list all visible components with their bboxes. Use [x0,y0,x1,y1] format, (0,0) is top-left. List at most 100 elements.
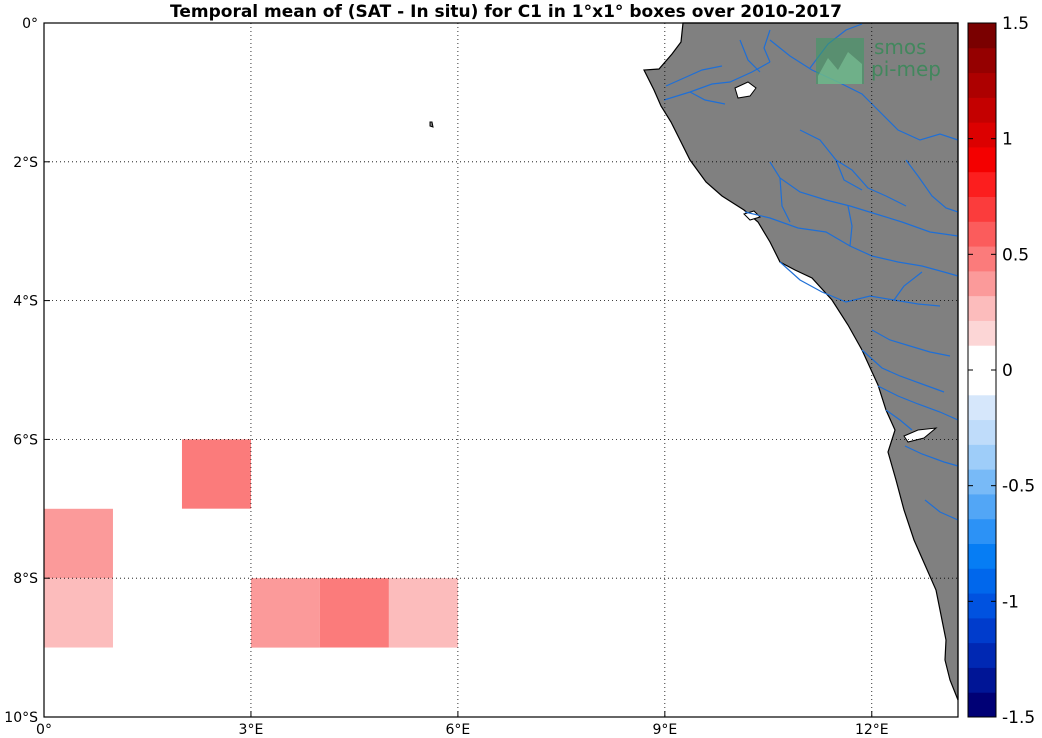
river-line [877,385,959,421]
river-line [861,349,945,393]
axis-ticks: 0° 3°E 6°E 9°E 12°E 0° 2°S 4°S 6°S 8°S 10°S [4,16,888,738]
anomaly-cell [319,578,389,648]
anomaly-cell [44,578,113,648]
y-tick-label: 4°S [13,294,38,310]
x-tick-label: 9°E [652,722,677,738]
river-line [779,177,791,223]
river-line [871,329,951,357]
colorbar-swatch [968,493,996,520]
colorbar-tick-label: -0.5 [1002,477,1035,497]
colorbar-tick-label: -1.5 [1002,708,1035,728]
colorbar-tick-label: -1 [1002,592,1019,612]
map-frame [43,22,959,718]
inlet-patch [903,427,938,443]
logo-wave [818,52,862,84]
x-tick-label: 3°E [239,722,264,738]
colorbar-swatch [968,419,996,445]
x-tick-label: 12°E [855,722,889,738]
colorbar-swatch [968,370,996,396]
colorbar-swatch [968,23,996,49]
colorbar-swatch [968,444,996,470]
anomaly-cell [44,508,113,579]
river-line [885,409,913,431]
colorbar-swatch [968,345,996,371]
anomaly-cell [250,578,320,648]
colorbar-ticks: 1.5 1 0.5 0 -0.5 -1 -1.5 [968,14,1035,728]
colorbar-swatch [968,593,996,619]
river-line [769,161,959,237]
coastline-land [429,22,959,701]
colorbar-swatch [968,270,996,297]
x-tick-label: 6°E [446,722,471,738]
river-line [763,29,771,63]
y-tick-label: 10°S [4,710,38,726]
river-line [847,205,853,247]
colorbar-swatch [968,568,996,594]
colorbar-swatch [968,97,996,123]
colorbar-tick-label: 1.5 [1002,14,1029,34]
anomaly-cell [319,647,389,717]
colorbar-swatches [968,23,996,718]
river-line [799,129,907,207]
y-tick-label: 0° [22,16,38,32]
colorbar-tick-label: 0 [1002,361,1013,381]
river-line [769,39,959,141]
smos-pimep-logo: smos pi-mep [816,35,941,84]
gridlines [44,23,958,717]
colorbar-swatch [968,221,996,247]
logo-text-line1: smos [874,35,927,59]
colorbar-swatch [968,146,996,173]
colorbar-swatch [968,692,996,718]
colorbar-swatch [968,394,996,421]
colorbar-swatch [968,469,996,495]
colorbar-swatch [968,320,996,346]
colorbar-tick-label: 0.5 [1002,245,1029,265]
colorbar-swatch [968,246,996,272]
river-line [779,261,941,307]
colorbar-swatch [968,295,996,321]
small-island [429,121,434,128]
colorbar-swatch [968,122,996,148]
y-tick-label: 2°S [13,155,38,171]
anomaly-cells [44,231,458,717]
river-line [924,499,959,521]
anomaly-cell [44,231,113,301]
river-line [905,159,959,213]
river-line [689,91,726,105]
river-line [744,211,959,277]
anomaly-cell [112,300,182,370]
colorbar-swatch [968,518,996,544]
anomaly-cell [112,508,182,579]
anomaly-cell [44,439,113,509]
colorbar-swatch [968,196,996,222]
rivers [663,23,959,521]
colorbar-swatch [968,642,996,668]
colorbar-swatch [968,617,996,644]
colorbar-tick-label: 1 [1002,130,1013,150]
anomaly-cell [181,508,251,579]
colorbar-swatch [968,543,996,569]
river-line [665,65,723,87]
y-tick-label: 6°S [13,432,38,448]
river-line [904,445,959,467]
anomaly-cell [181,439,251,509]
x-tick-label: 0° [36,722,52,738]
logo-text-line2: pi-mep [871,57,941,81]
colorbar-swatch [968,171,996,197]
colorbar-swatch [968,47,996,74]
colorbar-swatch [968,72,996,98]
colorbar: 1.5 1 0.5 0 -0.5 -1 -1.5 [967,14,1035,728]
river-line [835,159,863,191]
africa-landmass [643,22,959,701]
anomaly-cell [388,578,458,648]
y-tick-label: 8°S [13,571,38,587]
river-line [663,61,771,101]
map-title: Temporal mean of (SAT - In situ) for C1 … [170,2,842,22]
anomaly-cell [112,370,182,440]
colorbar-swatch [968,667,996,693]
lake-patch [734,81,757,99]
river-line [739,39,761,73]
map-panel: smos pi-mep 0° 3°E 6°E 9°E 12°E 0° 2°S 4°S 6°S 8°… [4,16,959,738]
anomaly-cell [44,647,113,717]
